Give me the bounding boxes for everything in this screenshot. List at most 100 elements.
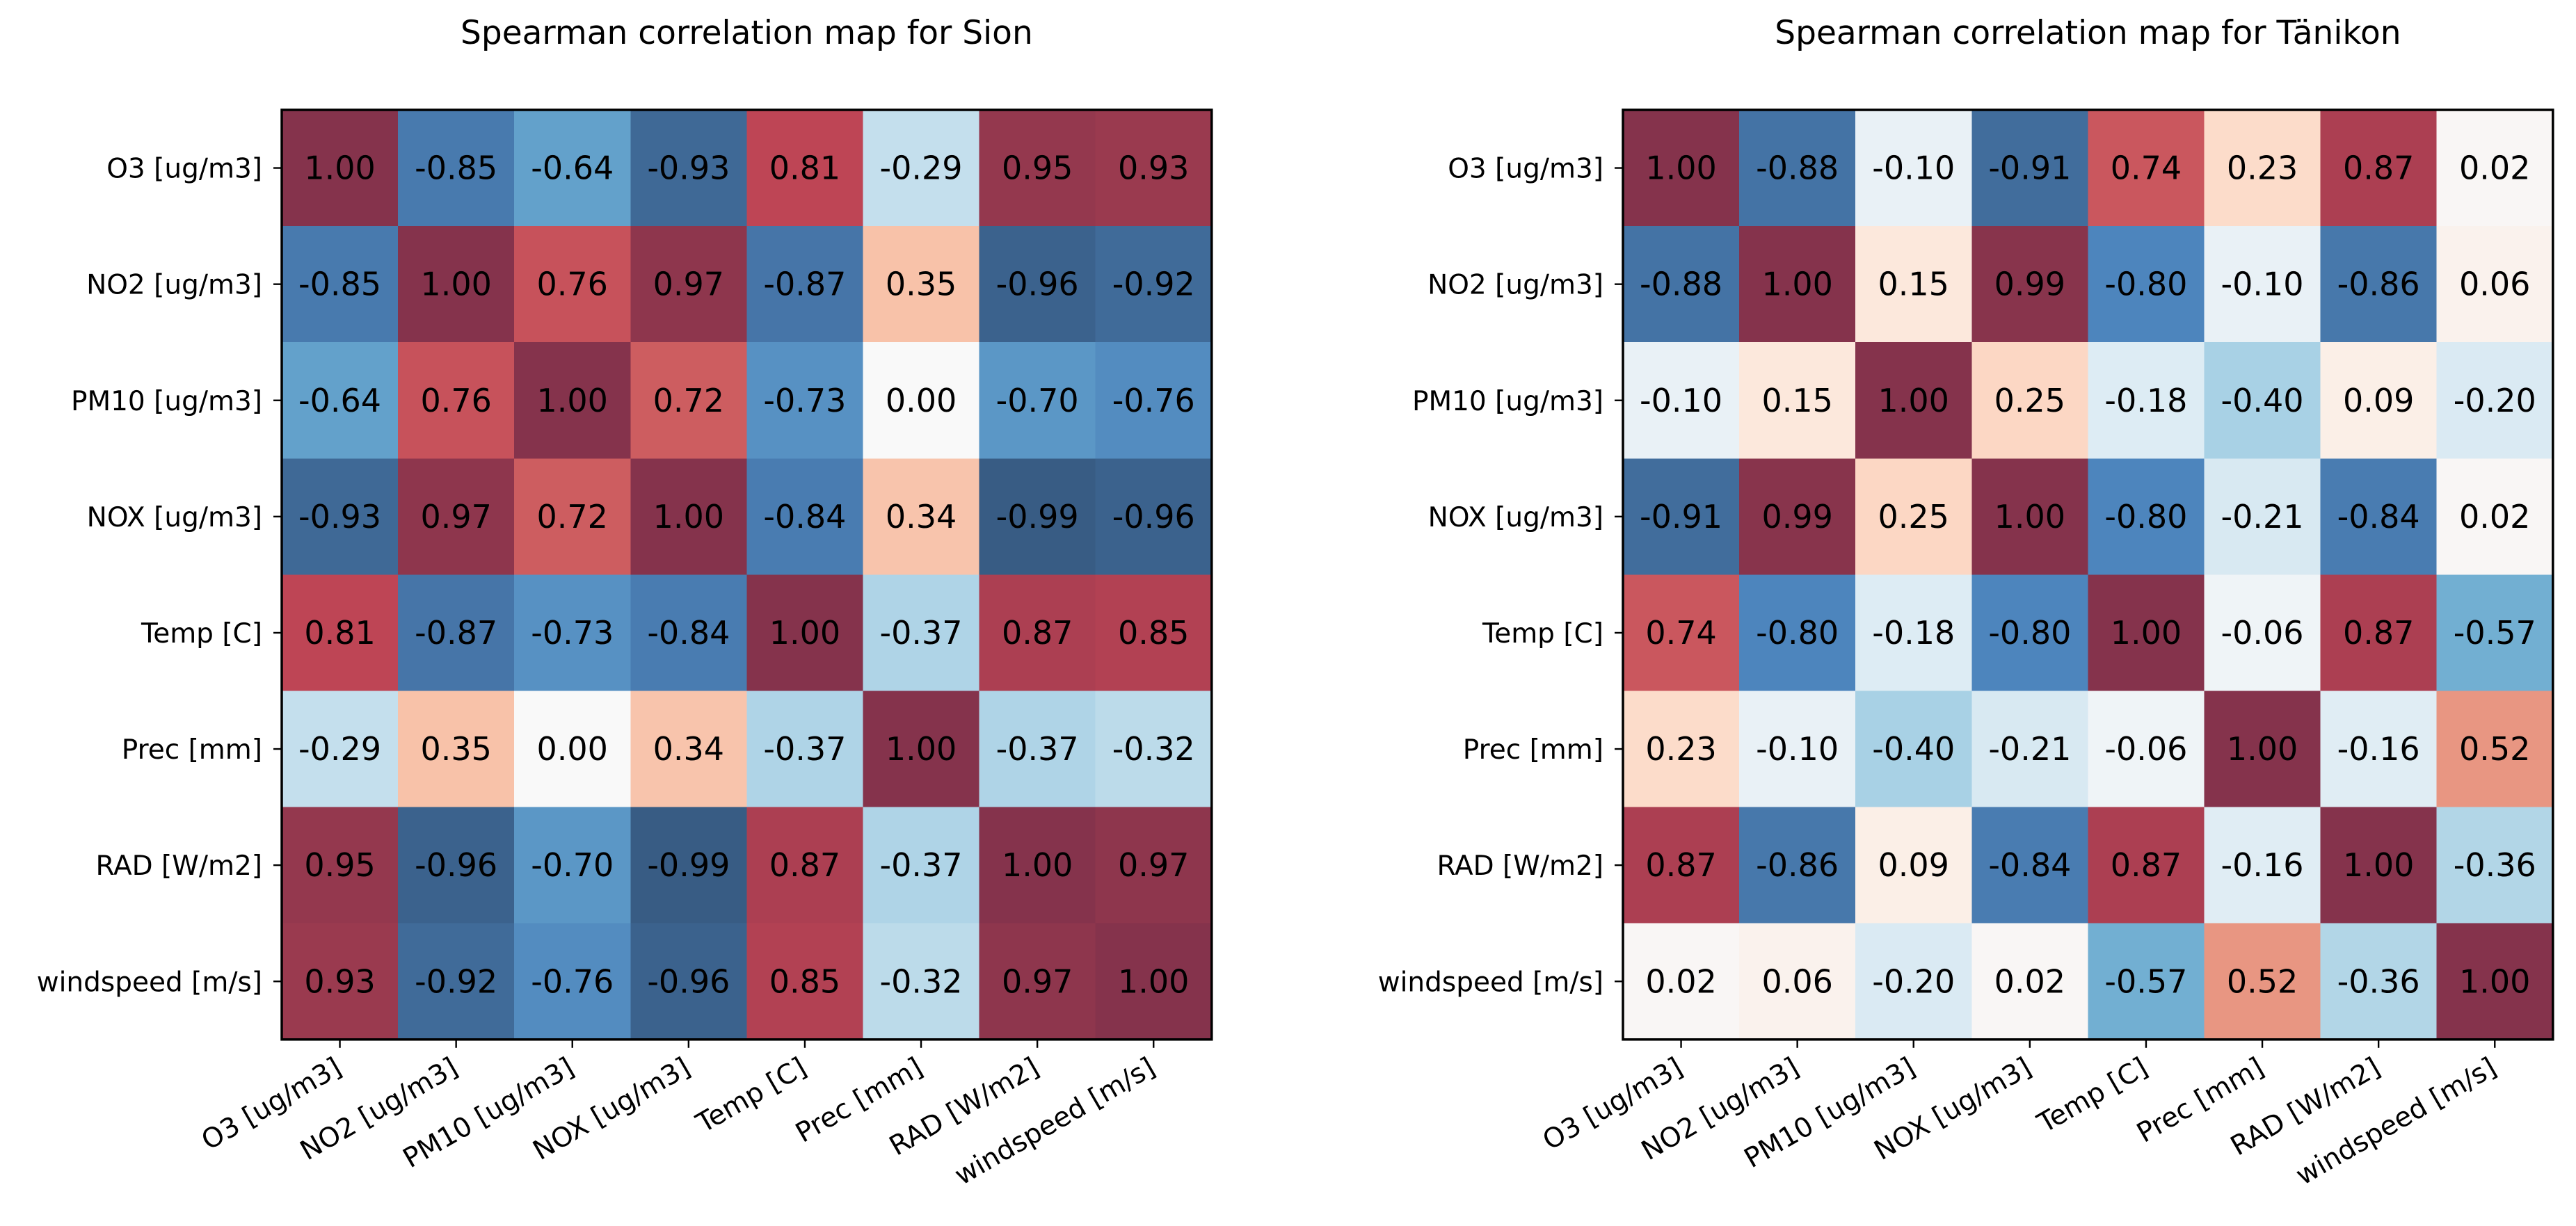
- panel1-cell-label-1-5: -0.10: [2221, 266, 2304, 303]
- panel0-cell-label-1-2: 0.76: [537, 266, 608, 303]
- panel0-cell-label-6-2: -0.70: [531, 846, 614, 884]
- panel0-cell-label-7-2: -0.76: [531, 962, 614, 1000]
- panel1-cell-label-2-5: -0.40: [2221, 382, 2304, 419]
- panel1-cell-4-0: [1623, 574, 1740, 692]
- panel1-cell-label-4-3: -0.80: [1988, 614, 2071, 652]
- panel0-cell-label-4-0: 0.81: [304, 614, 375, 652]
- panel0-cell-label-7-1: -0.92: [415, 962, 497, 1000]
- panel1-cell-label-7-5: 0.52: [2227, 962, 2298, 1000]
- panel0-cell-label-3-6: -0.99: [996, 498, 1079, 535]
- panel1-cell-3-1: [1739, 458, 1856, 575]
- panel0-cell-label-2-1: 0.76: [420, 382, 491, 419]
- panel1-cell-5-5: [2204, 691, 2321, 808]
- panel1-cell-7-3: [1971, 923, 2088, 1040]
- panel1-y-tick-label-o3-ug-m3: O3 [ug/m3]: [1448, 154, 1603, 185]
- panel1-cell-6-2: [1855, 807, 1972, 924]
- panel0-cell-label-7-3: -0.96: [647, 962, 730, 1000]
- panel1-cell-4-2: [1855, 574, 1972, 692]
- panel1-cell-label-0-5: 0.23: [2227, 150, 2298, 187]
- panel0-cell-5-0: [282, 691, 399, 808]
- panel1-cell-2-0: [1623, 342, 1740, 459]
- panel0-cell-label-1-4: -0.87: [763, 266, 846, 303]
- panel1-cell-7-5: [2204, 923, 2321, 1040]
- panel0-cell-label-2-0: -0.64: [298, 382, 381, 419]
- panel1-cell-label-3-3: 1.00: [1994, 498, 2065, 535]
- panel0-cell-4-2: [514, 574, 631, 692]
- panel1-cell-label-6-0: 0.87: [1645, 846, 1716, 884]
- panel1-cell-label-5-5: 1.00: [2227, 730, 2298, 768]
- panel1-cell-7-4: [2088, 923, 2205, 1040]
- panel0-cell-7-3: [630, 923, 747, 1040]
- panel0-cell-label-1-0: -0.85: [298, 266, 381, 303]
- panel0-cell-6-2: [514, 807, 631, 924]
- panel1-cell-2-7: [2436, 342, 2554, 459]
- panel0-y-tick-label-no2-ug-m3: NO2 [ug/m3]: [86, 270, 262, 301]
- panel1-cell-label-1-7: 0.06: [2459, 266, 2530, 303]
- panel0-cell-label-7-0: 0.93: [304, 962, 375, 1000]
- panel0-cell-label-2-4: -0.73: [763, 382, 846, 419]
- panel0-cell-label-2-5: 0.00: [886, 382, 957, 419]
- panel0-cell-label-4-2: -0.73: [531, 614, 614, 652]
- panel0-cell-label-5-4: -0.37: [763, 730, 846, 768]
- panel0-cell-7-1: [398, 923, 515, 1040]
- panel0-cell-3-6: [979, 458, 1096, 575]
- panel1-cell-label-4-7: -0.57: [2454, 614, 2536, 652]
- panel0-cell-2-6: [979, 342, 1096, 459]
- panel0-cell-5-3: [630, 691, 747, 808]
- panel1-cell-label-7-1: 0.06: [1761, 962, 1832, 1000]
- panel0-cell-label-0-0: 1.00: [304, 150, 375, 187]
- panel0-cell-label-3-3: 1.00: [653, 498, 724, 535]
- panel0-cell-4-3: [630, 574, 747, 692]
- panel0-y-tick-label-rad-w-m2: RAD [W/m2]: [95, 850, 262, 882]
- panel0-cell-label-6-1: -0.96: [415, 846, 497, 884]
- panel0-cell-2-5: [863, 342, 980, 459]
- panel1-cell-5-7: [2436, 691, 2554, 808]
- panel0-cell-7-7: [1095, 923, 1213, 1040]
- panel0-cell-3-4: [746, 458, 864, 575]
- panel0-cell-label-5-1: 0.35: [420, 730, 491, 768]
- panel1-cell-label-0-3: -0.91: [1988, 150, 2071, 187]
- panel0-cell-6-3: [630, 807, 747, 924]
- panel1-cell-5-6: [2320, 691, 2438, 808]
- panel0-cell-3-0: [282, 458, 399, 575]
- panel1-cell-4-6: [2320, 574, 2438, 692]
- panel1-cell-label-3-5: -0.21: [2221, 498, 2304, 535]
- panel1-cell-2-2: [1855, 342, 1972, 459]
- panel1-cell-label-1-3: 0.99: [1994, 266, 2065, 303]
- panel0-cell-label-4-6: 0.87: [1002, 614, 1073, 652]
- panel1-cell-label-6-5: -0.16: [2221, 846, 2304, 884]
- panel0-cell-3-3: [630, 458, 747, 575]
- panel1-cell-label-4-2: -0.18: [1872, 614, 1955, 652]
- panel0-cell-label-3-4: -0.84: [763, 498, 846, 535]
- panel1-cell-label-7-4: -0.57: [2104, 962, 2187, 1000]
- panel0-cell-label-5-6: -0.37: [996, 730, 1079, 768]
- panel0-cell-2-4: [746, 342, 864, 459]
- panel0-cell-1-1: [398, 226, 515, 343]
- panel0-cell-6-0: [282, 807, 399, 924]
- panel1-cell-7-7: [2436, 923, 2554, 1040]
- panel1-cell-label-7-3: 0.02: [1994, 962, 2065, 1000]
- panel0-cell-label-7-5: -0.32: [880, 962, 963, 1000]
- panel0-plot-frame: [280, 108, 1213, 1041]
- panel1-cell-2-6: [2320, 342, 2438, 459]
- panel1-cell-0-2: [1855, 110, 1972, 227]
- panel1-cell-2-4: [2088, 342, 2205, 459]
- panel0-cell-label-0-3: -0.93: [647, 150, 730, 187]
- panel1-cell-label-0-4: 0.74: [2111, 150, 2182, 187]
- panel0-cell-5-4: [746, 691, 864, 808]
- panel1-cell-label-4-5: -0.06: [2221, 614, 2304, 652]
- panel1-cell-7-6: [2320, 923, 2438, 1040]
- panel1-cell-label-3-4: -0.80: [2104, 498, 2187, 535]
- panel0-cell-1-6: [979, 226, 1096, 343]
- panel1-cell-1-4: [2088, 226, 2205, 343]
- panel0-cell-3-5: [863, 458, 980, 575]
- panel0-cell-7-4: [746, 923, 864, 1040]
- panel0-cell-1-4: [746, 226, 864, 343]
- panel0-cell-4-5: [863, 574, 980, 692]
- panel0-cell-1-5: [863, 226, 980, 343]
- panel1-cell-5-4: [2088, 691, 2205, 808]
- panel1-cell-label-7-0: 0.02: [1645, 962, 1716, 1000]
- panel1-cell-1-6: [2320, 226, 2438, 343]
- panel0-cell-6-5: [863, 807, 980, 924]
- panel1-cell-label-5-6: -0.16: [2337, 730, 2420, 768]
